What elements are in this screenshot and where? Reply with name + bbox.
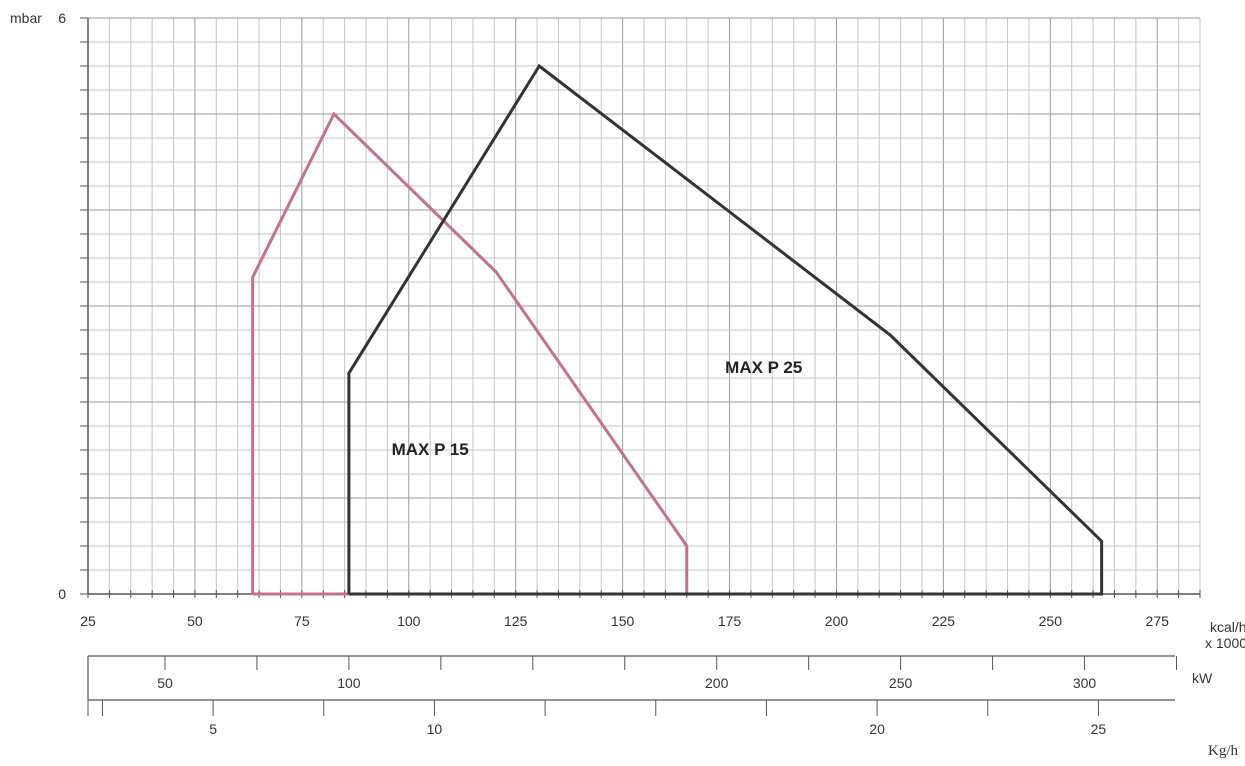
kw-tick-label: 300 [1073,675,1097,691]
x-tick-label: 25 [80,613,96,629]
kgh-tick-label: 5 [209,721,217,737]
x-tick-label: 75 [294,613,310,629]
x-tick-label: 275 [1146,613,1170,629]
kw-tick-label: 100 [337,675,361,691]
x-tick-label: 175 [718,613,742,629]
y-tick-label: 0 [58,586,66,602]
series-label-max-p-25: MAX P 25 [725,358,802,377]
x-tick-label: 125 [504,613,528,629]
kw-unit-label: kW [1192,670,1213,686]
x-tick-label: 200 [825,613,849,629]
x-tick-label: 225 [932,613,956,629]
series-label-max-p-15: MAX P 15 [392,440,469,459]
kw-tick-label: 50 [157,675,173,691]
labels-group: MAX P 15 MAX P 25 [392,358,803,459]
x-tick-label: 150 [611,613,635,629]
x-tick-label: 100 [397,613,421,629]
x-tick-label: 50 [187,613,203,629]
x-tick-label: 250 [1039,613,1063,629]
kgh-unit-label: Kg/h [1208,743,1239,759]
x-axis-label: kcal/h [1210,619,1245,635]
y-tick-label: 6 [58,10,66,26]
kw-tick-label: 200 [705,675,729,691]
secondary-axes: 50 100 200 250 300 kW 5 10 20 25 Kg/h [88,656,1239,759]
kgh-tick-label: 10 [427,721,443,737]
kgh-tick-label: 20 [869,721,885,737]
y-axis-label: mbar [10,10,42,26]
x-axis-multiplier: x 1000 [1205,635,1245,651]
kw-tick-label: 250 [889,675,913,691]
grid [88,18,1200,594]
kgh-tick-label: 25 [1091,721,1107,737]
